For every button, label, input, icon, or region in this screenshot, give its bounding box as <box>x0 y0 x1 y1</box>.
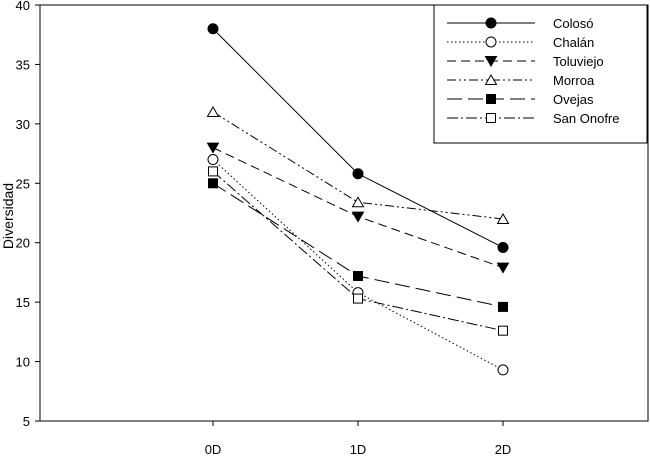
legend-item: Toluviejo <box>447 54 604 69</box>
series-line <box>212 159 504 371</box>
data-point <box>498 325 508 336</box>
data-point <box>351 196 365 208</box>
series-5 <box>208 166 508 336</box>
y-tick-label: 40 <box>16 0 30 13</box>
data-point <box>485 36 497 48</box>
data-point <box>486 113 496 123</box>
y-tick-label: 15 <box>16 295 30 310</box>
legend-label: Toluviejo <box>553 54 604 69</box>
data-point <box>207 23 219 35</box>
y-tick-label: 20 <box>16 236 30 251</box>
legend-box <box>433 4 648 144</box>
legend-label: Colosó <box>553 16 593 31</box>
data-point <box>496 212 510 224</box>
legend-label: San Onofre <box>553 111 620 126</box>
data-point <box>206 105 220 117</box>
x-tick-label: 2D <box>495 442 512 456</box>
data-point <box>207 154 219 166</box>
series-line <box>212 111 504 220</box>
data-point <box>484 56 498 67</box>
series-line <box>212 147 504 269</box>
x-tick-label: 0D <box>205 442 222 456</box>
legend-item: Morroa <box>447 73 595 88</box>
data-point <box>485 17 497 29</box>
y-tick-label: 35 <box>16 57 30 72</box>
data-point <box>496 262 510 274</box>
legend-item: Chalán <box>447 35 594 50</box>
y-tick-label: 10 <box>16 355 30 370</box>
plot-area: 5 10 15 20 25 30 35 40 0D 1D 2D <box>16 0 649 456</box>
y-tick-label: 5 <box>23 414 30 429</box>
data-point <box>497 364 509 376</box>
legend-label: Ovejas <box>553 92 594 107</box>
series-3 <box>206 105 510 224</box>
y-tick-label: 30 <box>16 117 30 132</box>
series-0 <box>207 23 509 253</box>
legend-label: Chalán <box>553 35 594 50</box>
data-point <box>353 293 363 304</box>
data-point <box>484 74 498 85</box>
legend: Colosó Chalán Toluviejo Morroa Ovejas San Ono… <box>433 4 648 144</box>
y-tick-label: 25 <box>16 176 30 191</box>
plot-frame <box>39 4 649 422</box>
data-point <box>498 301 508 312</box>
data-point <box>497 241 509 253</box>
legend-label: Morroa <box>553 73 595 88</box>
data-point <box>352 168 364 180</box>
data-point <box>351 211 365 223</box>
data-point <box>208 166 218 177</box>
legend-item: San Onofre <box>447 111 620 126</box>
series-4 <box>208 178 508 312</box>
data-point <box>208 178 218 189</box>
legend-item: Ovejas <box>447 92 594 107</box>
series-line <box>212 171 504 332</box>
y-axis-title: Diversidad <box>0 183 16 249</box>
series-2 <box>206 142 510 274</box>
data-point <box>206 142 220 154</box>
x-tick-label: 1D <box>350 442 367 456</box>
data-point <box>486 94 496 104</box>
data-point <box>353 270 363 281</box>
legend-item: Colosó <box>447 16 593 31</box>
series-1 <box>207 154 509 376</box>
